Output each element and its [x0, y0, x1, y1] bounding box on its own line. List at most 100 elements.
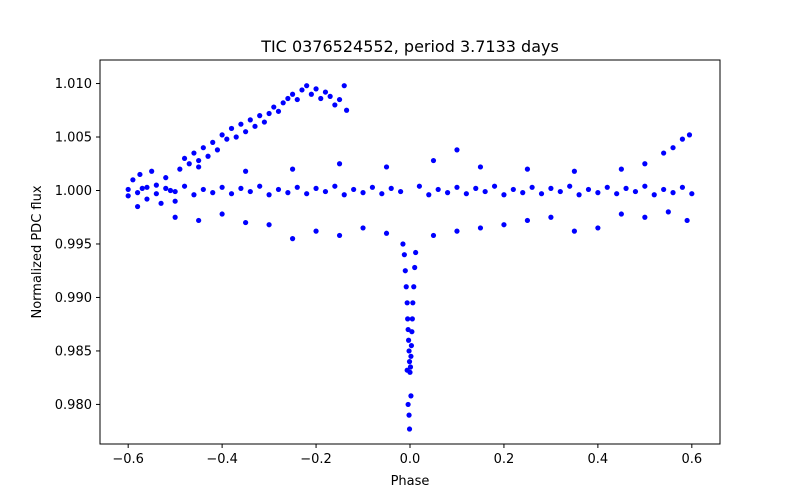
y-tick-label: 0.990	[55, 291, 92, 306]
data-point	[576, 192, 582, 198]
data-point	[406, 412, 412, 418]
data-point	[125, 193, 131, 199]
data-point	[313, 228, 319, 234]
data-point	[407, 364, 414, 370]
data-point	[163, 175, 169, 181]
data-point	[289, 91, 296, 97]
data-point	[501, 192, 507, 198]
data-point	[402, 268, 408, 274]
data-point	[280, 100, 286, 106]
data-point	[275, 108, 282, 114]
data-point	[477, 225, 484, 231]
data-point	[491, 183, 498, 189]
data-point	[200, 145, 206, 151]
data-point	[275, 186, 282, 193]
data-point	[510, 186, 516, 193]
data-point	[336, 161, 343, 167]
data-point	[163, 185, 169, 191]
data-point	[398, 188, 404, 195]
data-point	[308, 91, 314, 97]
x-tick-label: 0.6	[681, 452, 702, 467]
data-point	[403, 284, 409, 290]
data-point	[529, 184, 535, 190]
data-point	[520, 190, 526, 196]
data-point	[670, 145, 676, 151]
y-tick-label: 1.005	[55, 131, 92, 146]
data-point	[406, 426, 413, 432]
data-point	[228, 191, 235, 197]
data-point	[224, 136, 230, 142]
data-point	[408, 353, 414, 359]
data-point	[285, 190, 291, 196]
data-point	[252, 123, 258, 129]
data-point	[400, 241, 406, 247]
data-point	[351, 186, 357, 193]
data-point	[341, 83, 347, 89]
data-point	[318, 95, 324, 102]
data-point	[243, 168, 249, 174]
data-point	[595, 225, 601, 231]
data-point	[196, 157, 202, 164]
data-point	[219, 184, 225, 190]
data-point	[219, 132, 225, 138]
y-axis: 0.980 0.985 0.990 0.995 1.000 1.005 1.010	[55, 77, 100, 413]
data-point	[134, 190, 141, 196]
data-point	[369, 184, 376, 190]
data-point	[661, 186, 667, 193]
data-point	[435, 186, 441, 193]
data-point	[408, 393, 414, 399]
data-point	[618, 166, 624, 172]
data-point	[614, 191, 620, 197]
data-point	[130, 177, 136, 183]
y-tick-label: 1.000	[55, 184, 92, 199]
data-point	[158, 200, 164, 206]
data-point	[406, 359, 413, 365]
data-point	[327, 93, 333, 99]
data-point	[153, 182, 159, 188]
data-point	[430, 232, 437, 239]
data-point	[501, 222, 507, 228]
data-point	[670, 190, 676, 196]
data-point	[214, 147, 221, 153]
data-point	[430, 157, 437, 164]
data-point	[383, 230, 390, 236]
data-point	[482, 188, 488, 195]
data-point	[343, 107, 350, 113]
data-point	[454, 147, 460, 153]
data-point	[642, 161, 648, 167]
data-point	[408, 342, 415, 349]
data-point	[200, 186, 206, 193]
data-point	[426, 192, 432, 198]
data-point	[454, 184, 460, 190]
data-point	[186, 161, 192, 167]
data-point	[401, 252, 407, 258]
data-point	[454, 228, 460, 234]
data-point	[243, 219, 249, 226]
data-point	[567, 183, 573, 189]
data-point	[416, 183, 422, 189]
data-point	[289, 166, 296, 172]
data-point	[410, 300, 416, 306]
data-point	[679, 136, 686, 142]
data-point	[266, 192, 272, 198]
data-point	[299, 87, 305, 93]
data-point	[257, 113, 263, 119]
data-point	[181, 183, 188, 189]
data-point	[409, 316, 415, 322]
data-point	[473, 185, 479, 191]
data-point	[266, 222, 272, 228]
data-point	[219, 211, 225, 217]
data-point	[294, 96, 300, 103]
data-point	[285, 95, 291, 102]
data-point	[548, 185, 554, 191]
data-point	[623, 185, 629, 191]
data-point	[360, 225, 366, 231]
data-point	[404, 367, 410, 373]
data-point	[271, 104, 277, 110]
data-point	[661, 150, 667, 156]
data-point	[404, 300, 410, 306]
data-point	[405, 401, 411, 408]
data-point	[167, 187, 174, 194]
